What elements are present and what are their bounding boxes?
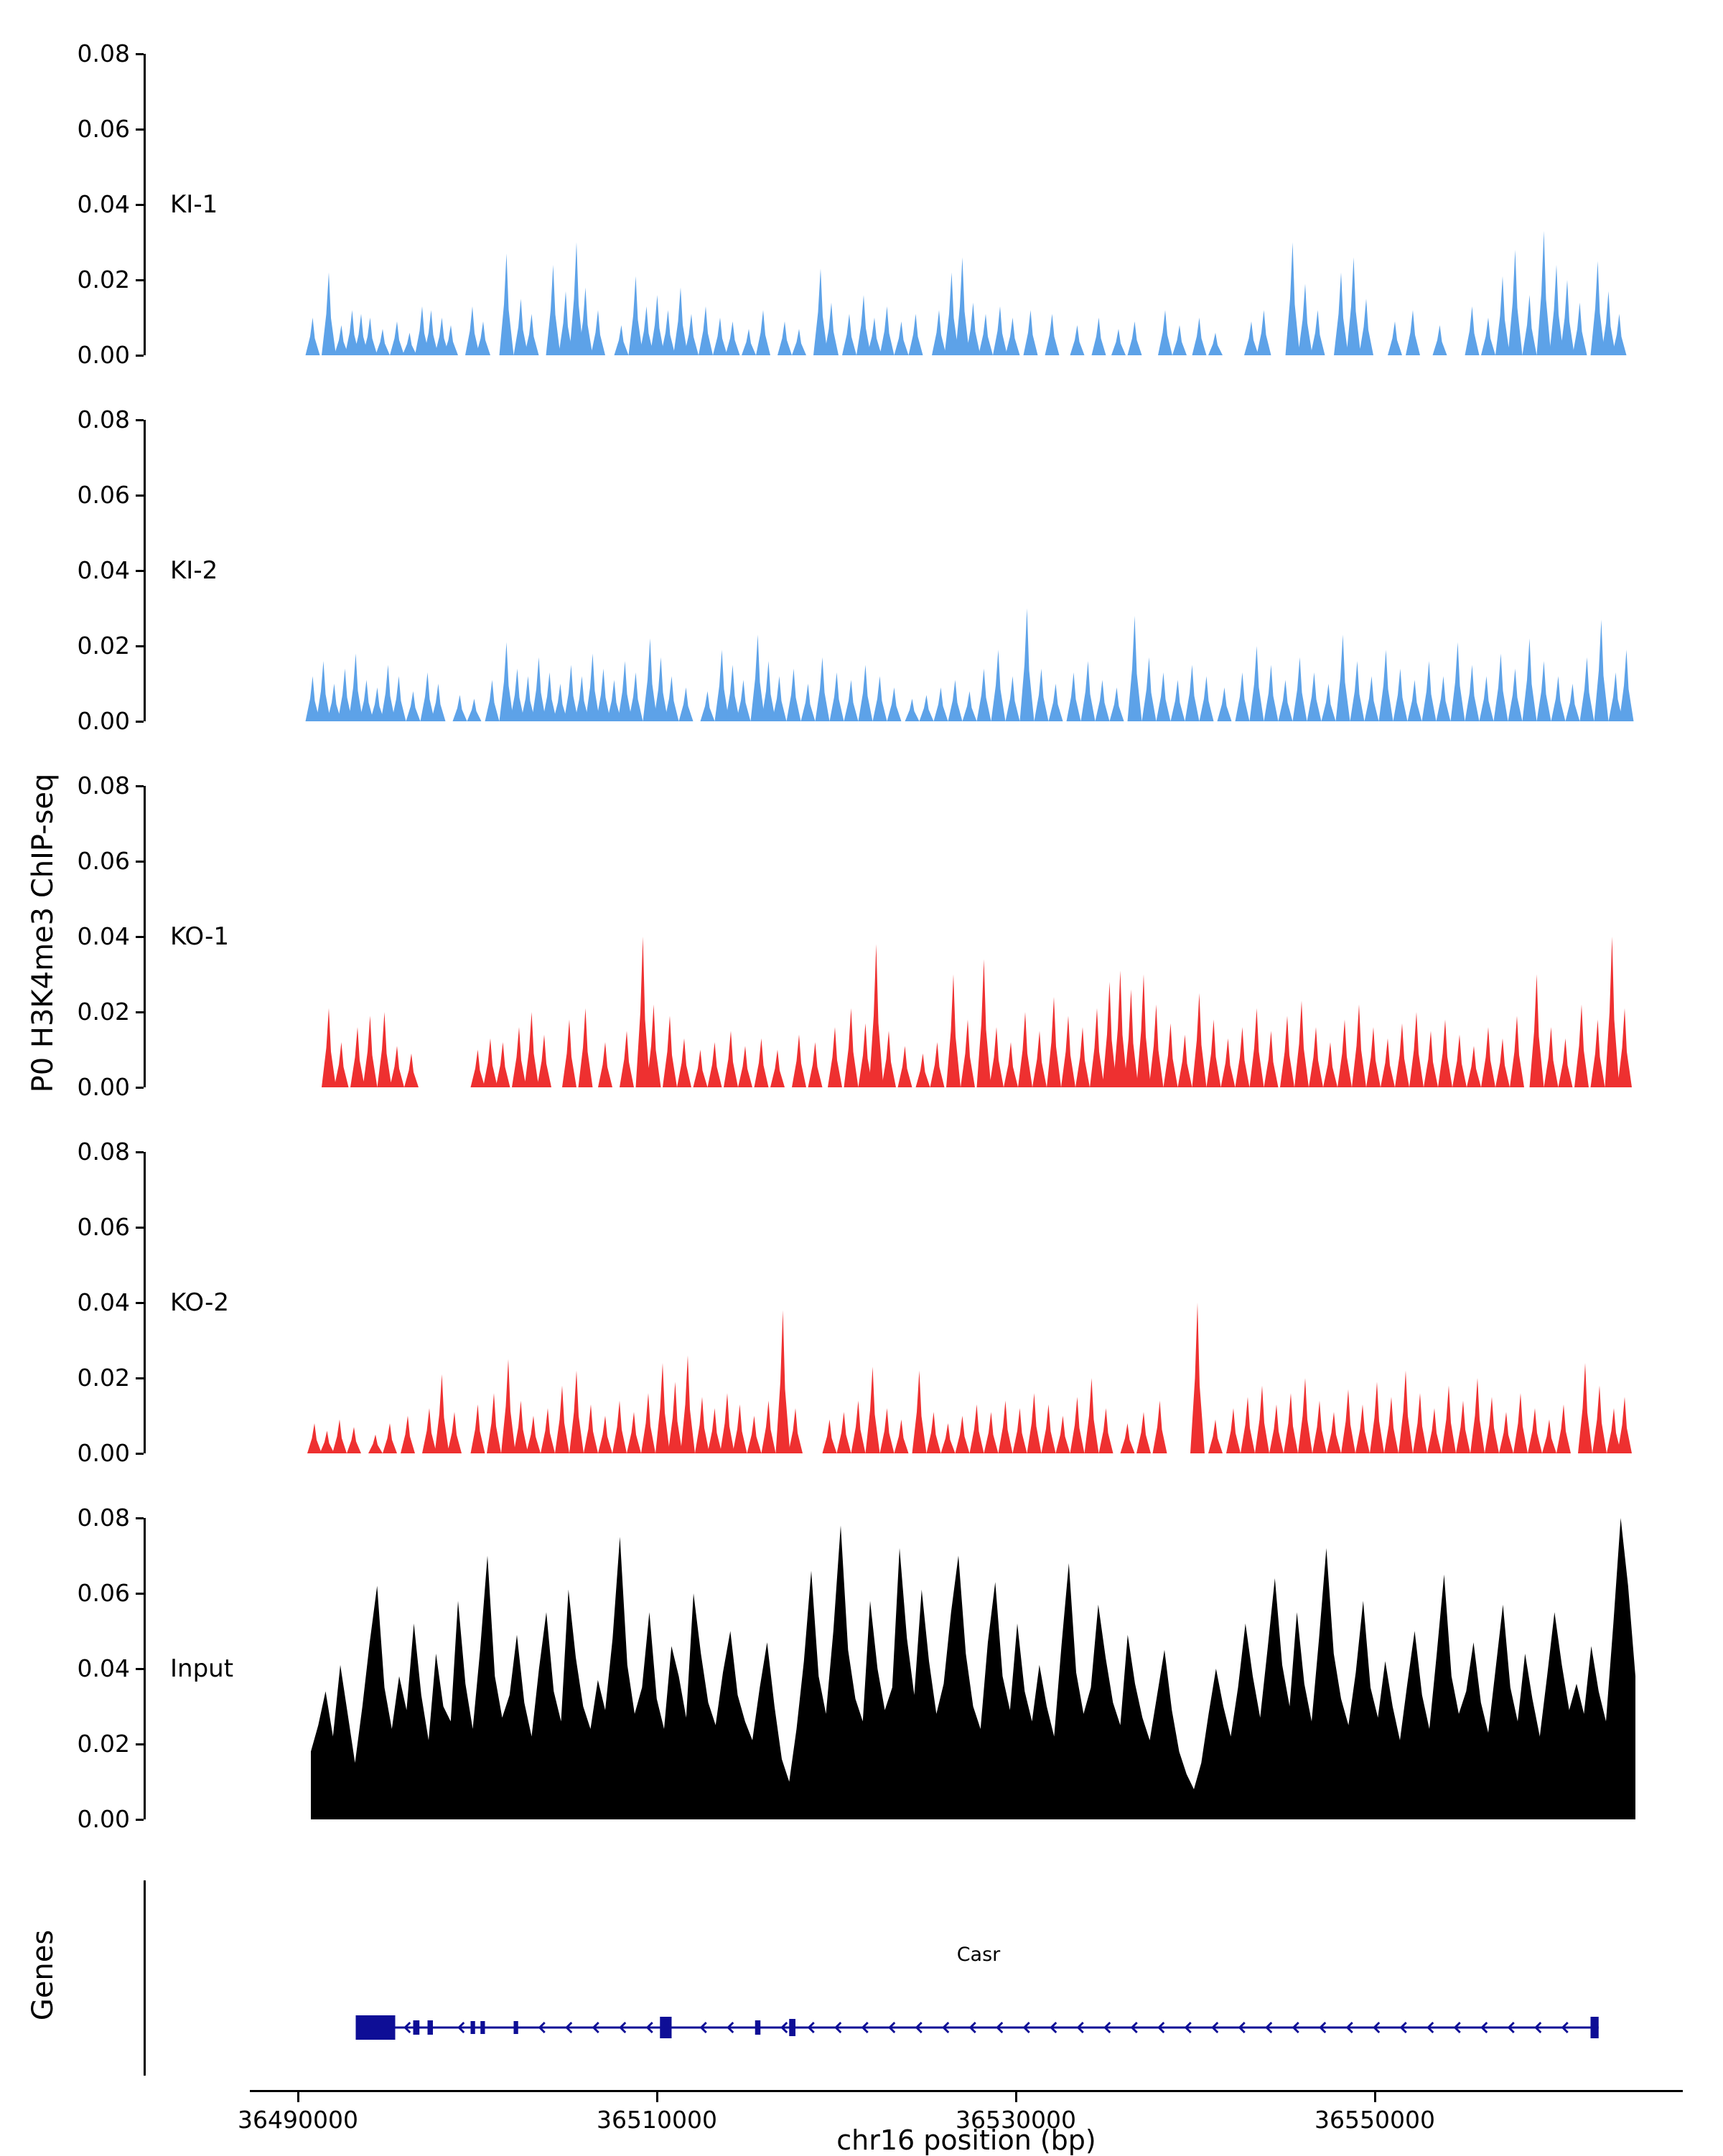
y-tick-mark (136, 355, 144, 357)
y-tick-label: 0.08 (77, 1504, 130, 1532)
y-tick-label: 0.08 (77, 1138, 130, 1166)
y-tick-mark (136, 570, 144, 572)
y-tick-label: 0.06 (77, 1213, 130, 1241)
y-tick-mark (136, 204, 144, 206)
y-tick-label: 0.02 (77, 998, 130, 1026)
y-tick-mark (136, 785, 144, 787)
x-tick-label: 36510000 (597, 2106, 717, 2134)
y-tick-mark (136, 861, 144, 863)
y-tick-label: 0.08 (77, 39, 130, 67)
y-tick-label: 0.02 (77, 1364, 130, 1392)
x-tick-mark (296, 2092, 299, 2102)
signal-panel-input: 0.08 0.06 0.04 0.02 0.00 Input (78, 1504, 1661, 1833)
y-tick-mark (136, 128, 144, 131)
signal-panel-ki-2: 0.08 0.06 0.04 0.02 0.00 KI-2 (78, 406, 1661, 735)
x-tick-label: 36490000 (238, 2106, 358, 2134)
y-tick-label: 0.02 (77, 266, 130, 294)
x-tick-label: 36550000 (1315, 2106, 1435, 2134)
y-tick-mark (136, 1593, 144, 1595)
y-tick-mark (136, 1151, 144, 1153)
y-tick-mark (136, 1517, 144, 1519)
y-tick-mark (136, 53, 144, 55)
y-tick-label: 0.04 (77, 922, 130, 950)
signal-panel-ki-1: 0.08 0.06 0.04 0.02 0.00 KI-1 (78, 39, 1661, 369)
y-tick-label: 0.04 (77, 556, 130, 584)
y-axis-title: P0 H3K4me3 ChIP-seq (27, 773, 60, 1093)
y-tick-mark (136, 645, 144, 647)
track-label-ko-1: KO-1 (170, 922, 230, 951)
y-tick-mark (136, 1819, 144, 1821)
y-tick-mark (136, 936, 144, 938)
y-tick-mark (136, 1011, 144, 1013)
track-label-ki-1: KI-1 (170, 190, 218, 219)
x-tick-mark (1014, 2092, 1017, 2102)
track-label-ko-2: KO-2 (170, 1288, 230, 1317)
y-tick-mark (136, 1668, 144, 1670)
signal-panel-ko-1: 0.08 0.06 0.04 0.02 0.00 KO-1 (78, 772, 1661, 1101)
y-tick-label: 0.06 (77, 481, 130, 509)
y-tick-label: 0.08 (77, 772, 130, 800)
y-tick-mark (136, 1377, 144, 1379)
y-tick-mark (136, 1087, 144, 1089)
signal-plot (311, 1518, 1635, 1819)
track-label-input: Input (170, 1654, 234, 1683)
y-tick-label: 0.04 (77, 190, 130, 218)
x-tick-label: 36530000 (956, 2106, 1076, 2134)
x-tick-mark (1373, 2092, 1376, 2102)
y-tick-mark (136, 1302, 144, 1304)
y-tick-label: 0.06 (77, 1579, 130, 1607)
gene-model-plot (355, 2015, 1599, 2040)
y-tick-mark (136, 1227, 144, 1229)
y-tick-label: 0.02 (77, 632, 130, 660)
y-tick-label: 0.00 (77, 1805, 130, 1833)
y-tick-label: 0.00 (77, 707, 130, 735)
y-tick-mark (136, 1743, 144, 1745)
gene-name-label: Casr (956, 1944, 1001, 1966)
gene-track-panel: Casr (144, 1880, 1661, 2076)
y-tick-mark (136, 495, 144, 497)
y-tick-label: 0.04 (77, 1288, 130, 1316)
y-tick-label: 0.00 (77, 1439, 130, 1467)
x-tick-mark (655, 2092, 658, 2102)
signal-plot (305, 608, 1634, 721)
signal-plot (322, 937, 1632, 1087)
y-tick-label: 0.04 (77, 1654, 130, 1682)
y-tick-mark (136, 279, 144, 281)
y-tick-mark (136, 721, 144, 723)
y-tick-label: 0.00 (77, 341, 130, 369)
x-axis-title: chr16 position (bp) (836, 2124, 1096, 2156)
y-tick-label: 0.06 (77, 847, 130, 875)
y-tick-label: 0.02 (77, 1730, 130, 1758)
y-tick-mark (136, 1453, 144, 1455)
genes-axis-title: Genes (27, 1929, 60, 2021)
signal-plot (307, 1303, 1632, 1453)
signal-panel-ko-2: 0.08 0.06 0.04 0.02 0.00 KO-2 (78, 1138, 1661, 1467)
y-tick-mark (136, 419, 144, 421)
track-label-ki-2: KI-2 (170, 556, 218, 585)
y-tick-label: 0.08 (77, 406, 130, 433)
signal-plot (305, 230, 1627, 355)
y-tick-label: 0.00 (77, 1073, 130, 1101)
y-tick-label: 0.06 (77, 115, 130, 143)
x-axis-line (250, 2090, 1683, 2092)
